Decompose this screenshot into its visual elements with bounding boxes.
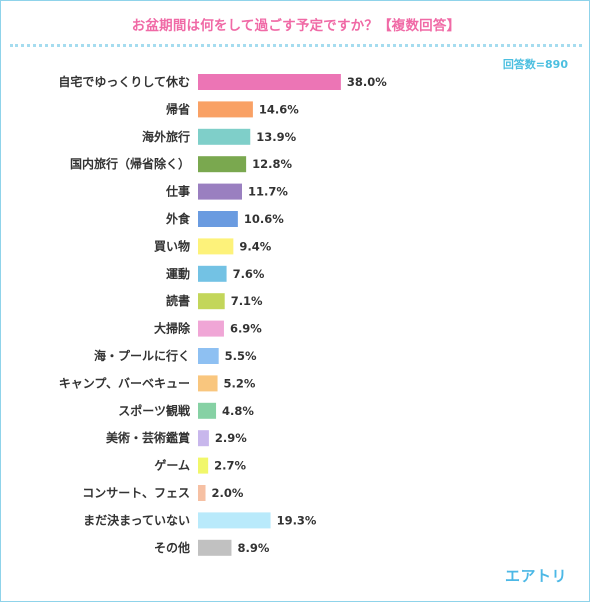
title-divider <box>10 44 582 47</box>
category-label: 海・プールに行く <box>94 348 190 363</box>
value-label: 10.6% <box>244 212 284 226</box>
bar <box>198 430 209 447</box>
category-label: 買い物 <box>154 238 190 253</box>
category-label: 仕事 <box>165 184 190 199</box>
value-label: 2.7% <box>214 459 246 473</box>
value-label: 14.6% <box>259 102 299 116</box>
category-label: スポーツ観戦 <box>118 403 191 418</box>
category-label: コンサート、フェス <box>82 486 190 500</box>
bar <box>198 183 242 200</box>
bar <box>198 539 232 556</box>
category-label: その他 <box>154 540 190 555</box>
value-label: 6.9% <box>230 322 262 336</box>
value-label: 2.9% <box>215 431 247 445</box>
category-label: 海外旅行 <box>142 129 190 144</box>
value-label: 13.9% <box>256 130 296 144</box>
value-label: 7.6% <box>233 267 265 281</box>
category-label: キャンプ、バーベキュー <box>59 375 190 390</box>
bars-group: 自宅でゆっくりして休む 38.0% 帰省 14.6% 海外旅行 13.9% 国内旅行（帰省除… <box>58 74 387 556</box>
bar <box>198 293 225 310</box>
bar <box>198 348 219 364</box>
value-label: 38.0% <box>347 75 387 89</box>
category-label: 読書 <box>166 293 190 308</box>
category-label: 外食 <box>166 211 191 226</box>
bar <box>198 238 234 255</box>
value-label: 5.5% <box>225 349 257 363</box>
category-label: 国内旅行（帰省除く） <box>70 156 190 171</box>
value-label: 8.9% <box>237 541 269 555</box>
category-label: 大掃除 <box>154 321 191 336</box>
category-label: 帰省 <box>166 101 190 116</box>
bar <box>198 457 209 474</box>
bar <box>198 320 224 337</box>
value-label: 2.0% <box>212 486 244 500</box>
bar <box>198 375 218 392</box>
value-label: 19.3% <box>277 513 317 527</box>
value-label: 4.8% <box>222 404 254 418</box>
bar <box>198 74 341 90</box>
chart-title: お盆期間は何をして過ごす予定ですか？【複数回答】 <box>131 18 461 34</box>
bar <box>198 156 247 173</box>
category-label: 自宅でゆっくりして休む <box>58 74 190 89</box>
bar <box>198 101 253 118</box>
respondent-count: 回答数=890 <box>502 58 568 71</box>
bar <box>198 402 217 419</box>
bar <box>198 485 206 501</box>
bar <box>198 512 271 529</box>
category-label: ゲーム <box>154 458 190 473</box>
category-label: 美術・芸術鑑賞 <box>106 430 190 445</box>
value-label: 12.8% <box>252 157 292 171</box>
category-label: まだ決まっていない <box>83 512 190 527</box>
bar <box>198 211 238 227</box>
value-label: 11.7% <box>248 185 288 199</box>
value-label: 5.2% <box>224 376 256 390</box>
value-label: 7.1% <box>231 294 263 308</box>
bar <box>198 265 227 282</box>
brand-logo: エアトリ <box>504 567 567 585</box>
category-label: 運動 <box>166 266 190 281</box>
value-label: 9.4% <box>239 239 271 253</box>
bar <box>198 128 251 145</box>
